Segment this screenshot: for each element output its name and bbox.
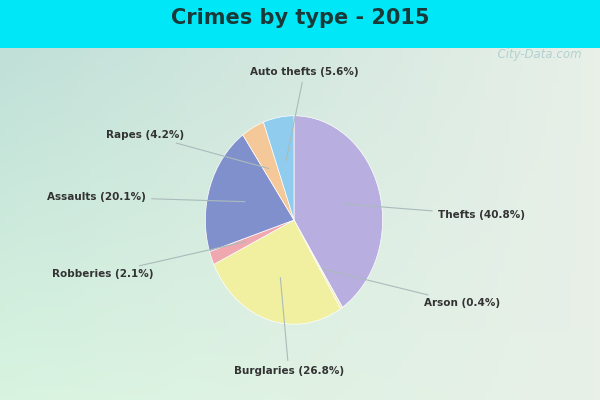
Text: Assaults (20.1%): Assaults (20.1%) — [47, 192, 245, 202]
Text: City-Data.com: City-Data.com — [490, 48, 582, 61]
Text: Arson (0.4%): Arson (0.4%) — [323, 269, 500, 308]
Wedge shape — [214, 220, 341, 324]
Text: Robberies (2.1%): Robberies (2.1%) — [52, 242, 246, 279]
Wedge shape — [205, 135, 294, 252]
Text: Rapes (4.2%): Rapes (4.2%) — [106, 130, 269, 168]
Wedge shape — [209, 220, 294, 264]
Wedge shape — [263, 116, 294, 220]
Text: Burglaries (26.8%): Burglaries (26.8%) — [234, 278, 344, 376]
Wedge shape — [243, 122, 294, 220]
Text: Auto thefts (5.6%): Auto thefts (5.6%) — [250, 67, 359, 161]
Text: Thefts (40.8%): Thefts (40.8%) — [343, 204, 525, 220]
Text: Crimes by type - 2015: Crimes by type - 2015 — [171, 8, 429, 28]
Wedge shape — [294, 116, 383, 307]
Wedge shape — [294, 220, 343, 309]
